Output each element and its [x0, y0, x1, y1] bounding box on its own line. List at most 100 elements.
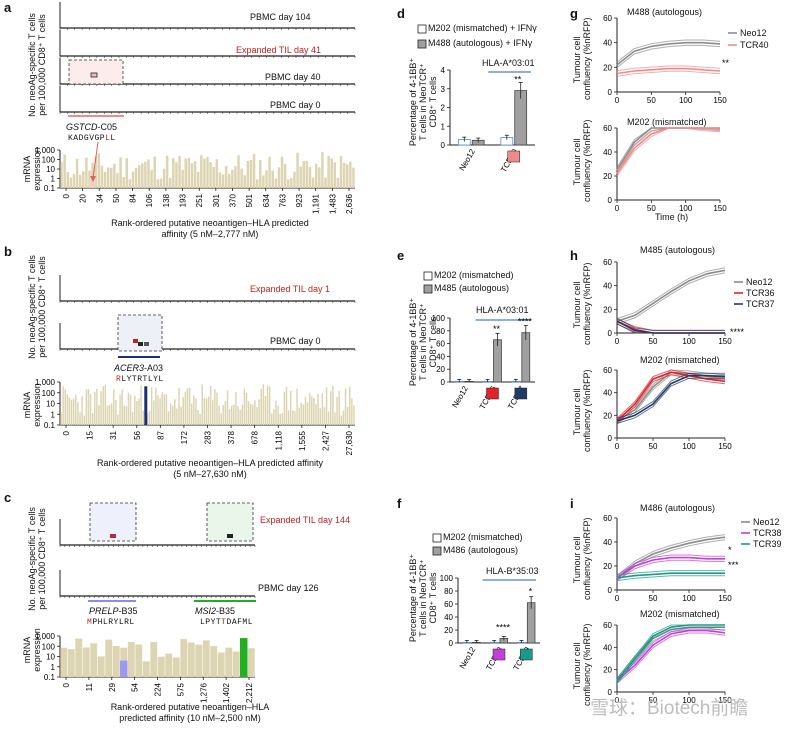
panel-label-f: f [397, 496, 402, 511]
mrna-x-tick-label-a: 138 [162, 193, 171, 207]
mrna-bar-a [168, 177, 172, 188]
mrna-bar-highlight-c [240, 638, 248, 677]
mrna-bar-c [75, 638, 83, 677]
mrna-bar-b [146, 413, 149, 425]
mrna-bar-a [286, 179, 290, 188]
mrna-bar-a [321, 152, 324, 188]
panel-i-sub-1: 0 20 40 60 0 50 100 150 [603, 621, 732, 705]
mrna-bar-b [195, 398, 197, 425]
mrna-bar-b [119, 394, 121, 425]
mrna-bar-a [122, 177, 125, 188]
panel-i-series-line [616, 624, 725, 679]
mrna-x-tick-label-c: 1,402 [222, 682, 231, 703]
mrna-bar-b [94, 391, 96, 425]
mrna-bar-a [137, 164, 141, 188]
panel-i-series-line [616, 626, 725, 682]
mrna-bar-a [227, 174, 231, 188]
mrna-x-tick-label-a: 0 [62, 193, 71, 198]
panel-label-e: e [397, 248, 405, 263]
panel-a-highlight-box [68, 59, 124, 85]
panel-e-tcr-swatch [486, 387, 499, 400]
panel-h-x-tick-label: 0 [615, 337, 620, 346]
mrna-bar-b [258, 399, 260, 425]
mrna-bar-a [131, 171, 135, 188]
panel-g-x-tick-label: 100 [679, 96, 693, 105]
mrna-bar-b [216, 392, 218, 425]
mrna-x-tick-label-a: 1,191 [312, 193, 321, 214]
panel-h-y-tick-label: 20 [603, 305, 612, 314]
mrna-bar-b [106, 405, 109, 425]
mrna-bar-b [112, 389, 115, 425]
mrna-bar-highlight-c [120, 660, 128, 677]
panel-label-c: c [4, 490, 12, 505]
panel-d-legend-swatch-1 [417, 24, 427, 34]
mrna-bar-a [283, 163, 287, 188]
panel-e-sig: **** [518, 317, 533, 327]
panel-d-tcr-swatch [507, 150, 520, 163]
mrna-bar-a [224, 166, 228, 188]
panel-i-series-line [616, 627, 726, 679]
mrna-bar-a [69, 177, 73, 188]
mrna-bar-a [88, 170, 91, 188]
panel-h-x-tick-label: 50 [649, 442, 658, 451]
mrna-bar-a [249, 159, 253, 188]
panel-c-row2-label: PBMC day 126 [258, 583, 319, 593]
panel-f-sig: * [529, 587, 533, 597]
panel-label-g: g [570, 6, 578, 21]
panel-g-x-label: Time (h) [655, 212, 689, 222]
panel-label-i: i [570, 496, 574, 511]
mrna-tick-label-b: 1 [51, 410, 56, 419]
mrna-bar-b [346, 406, 349, 425]
watermark: 雪球：Biotech前瞻 [590, 698, 749, 719]
panel-e-legend-swatch-1 [423, 271, 433, 281]
panel-c-peptide1: MPHLRYLRL [87, 618, 135, 627]
panel-label-d: d [397, 6, 405, 21]
mrna-bar-b [140, 385, 142, 425]
mrna-bar-c [82, 647, 90, 677]
panel-g-series-line [616, 67, 721, 75]
mrna-bar-b [330, 391, 332, 425]
mrna-bar-a [175, 162, 178, 188]
mrna-bar-a [119, 157, 122, 188]
panel-i-x-tick-label: 0 [615, 594, 620, 603]
panel-f-y-tick-label: 100 [440, 574, 454, 583]
mrna-bar-c [172, 657, 180, 677]
panel-i-series-line [616, 556, 725, 579]
panel-i-x-tick-label: 50 [649, 696, 658, 705]
panel-h-legend-1: Neo12 [746, 277, 773, 287]
mrna-tick-label-a: 100 [42, 156, 56, 165]
mrna-bar-b [153, 400, 155, 425]
mrna-bar-b [315, 404, 317, 425]
mrna-bar-c [67, 649, 75, 677]
mrna-bar-b [222, 404, 225, 425]
mrna-bar-b [311, 396, 313, 425]
mrna-x-tick-label-a: 1,483 [328, 193, 337, 214]
mrna-bar-b [277, 405, 279, 425]
panel-a-row3-label: PBMC day 40 [265, 72, 321, 82]
mrna-x-tick-label-b: 15 [86, 430, 95, 439]
panel-f-y-tick-label: 0 [449, 639, 454, 648]
panel-a-gene: GSTCD-C05 [66, 122, 117, 132]
mrna-bar-b [348, 386, 351, 425]
panel-g-legend-2: TCR40 [740, 40, 769, 50]
mrna-bar-b [218, 405, 220, 425]
panel-a-peptide-pre: KADGVGP [68, 134, 106, 143]
mrna-tick-label-c: 1,000 [35, 632, 56, 641]
panel-a-peptide-mut: L [105, 134, 111, 143]
mrna-tick-label-c: 1 [51, 663, 56, 672]
mrna-bar-b [180, 406, 182, 425]
panel-a-gene-name: GSTCD [66, 122, 98, 132]
panel-i-series-line [616, 572, 725, 579]
mrna-bar-b [256, 407, 258, 425]
mrna-bar-b [68, 397, 71, 425]
panel-g-y-tick-label: 20 [603, 63, 612, 72]
mrna-bar-b [237, 406, 239, 425]
mrna-tick-label-a: 10 [46, 165, 55, 174]
mrna-bar-a [85, 157, 88, 188]
panel-h-y-tick-label: 40 [603, 389, 612, 398]
mrna-bar-b [239, 409, 241, 425]
mrna-bar-c [150, 641, 158, 677]
mrna-x-tick-label-a: 301 [212, 193, 221, 207]
panel-d-category-label: Neo12 [457, 147, 477, 172]
panel-h-y-tick-label: 40 [603, 282, 612, 291]
